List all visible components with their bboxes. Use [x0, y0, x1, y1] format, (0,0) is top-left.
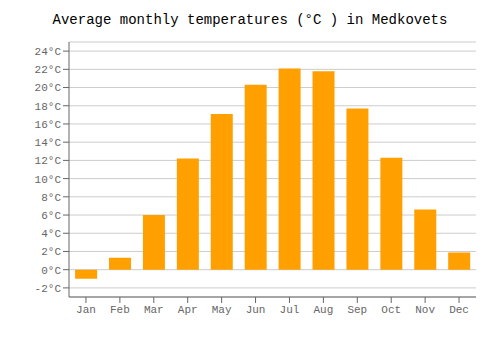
svg-text:6°C: 6°C	[41, 210, 61, 222]
svg-text:0°C: 0°C	[41, 265, 61, 277]
html-text:Average monthly temperatures (: Average monthly temperatures (°C ) in Me…	[52, 12, 448, 28]
svg-text:Jul: Jul	[280, 304, 300, 316]
svg-text:10°C: 10°C	[35, 174, 62, 186]
svg-text:Nov: Nov	[415, 304, 435, 316]
svg-text:Oct: Oct	[381, 304, 401, 316]
svg-text:8°C: 8°C	[41, 192, 61, 204]
svg-text:May: May	[212, 304, 232, 316]
svg-text:-2°C: -2°C	[35, 283, 62, 295]
svg-text:20°C: 20°C	[35, 82, 62, 94]
svg-text:Jun: Jun	[246, 304, 266, 316]
svg-text:Feb: Feb	[110, 304, 130, 316]
svg-text:4°C: 4°C	[41, 228, 61, 240]
svg-text:Sep: Sep	[347, 304, 367, 316]
svg-text:Apr: Apr	[178, 304, 198, 316]
svg-text:18°C: 18°C	[35, 101, 62, 113]
svg-text:2°C: 2°C	[41, 246, 61, 258]
svg-text:14°C: 14°C	[35, 137, 62, 149]
svg-text:Mar: Mar	[144, 304, 164, 316]
svg-text:16°C: 16°C	[35, 119, 62, 131]
svg-text:Jan: Jan	[76, 304, 96, 316]
svg-text:Aug: Aug	[313, 304, 333, 316]
svg-text:Dec: Dec	[449, 304, 469, 316]
svg-text:24°C: 24°C	[35, 46, 62, 58]
svg-text:12°C: 12°C	[35, 155, 62, 167]
svg-text:22°C: 22°C	[35, 64, 62, 76]
